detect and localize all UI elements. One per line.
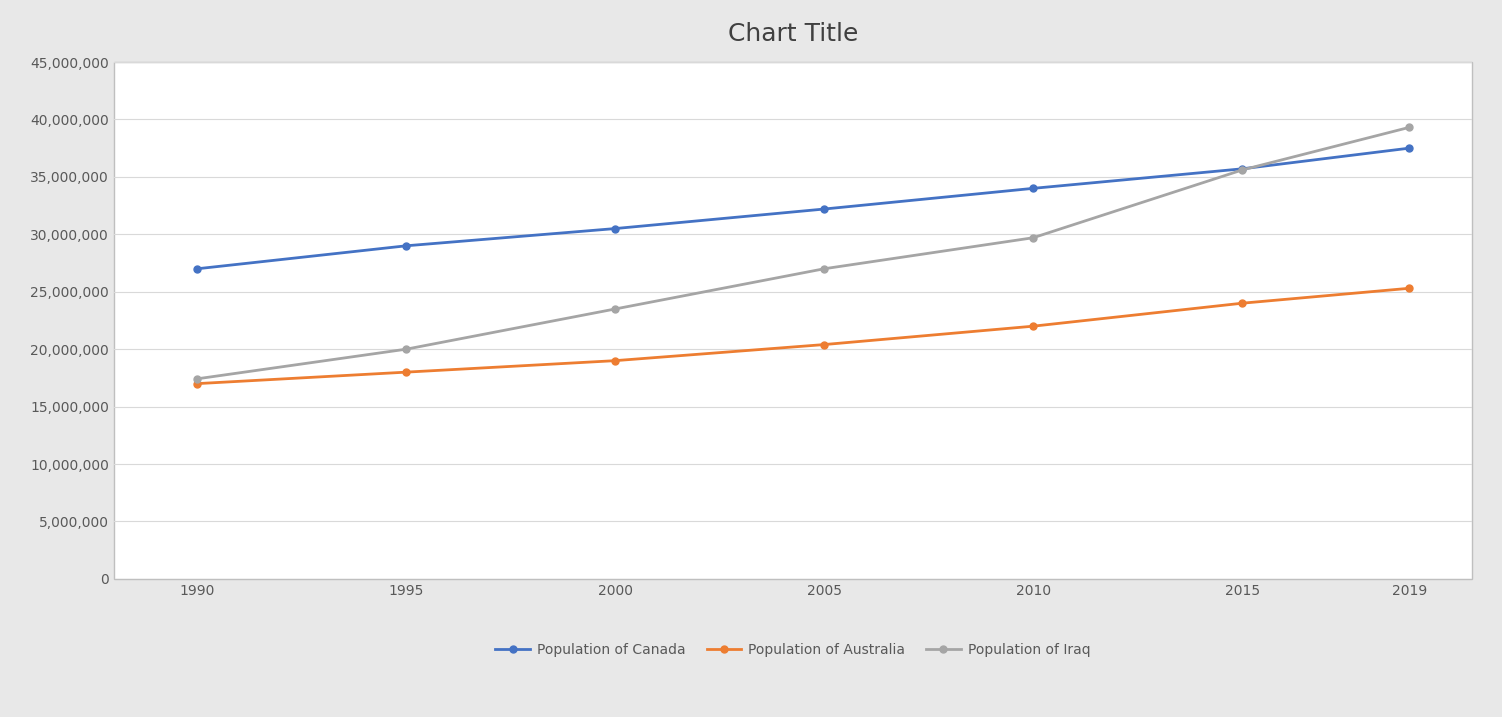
Title: Chart Title: Chart Title	[727, 22, 858, 46]
Legend: Population of Canada, Population of Australia, Population of Iraq: Population of Canada, Population of Aust…	[490, 637, 1096, 663]
